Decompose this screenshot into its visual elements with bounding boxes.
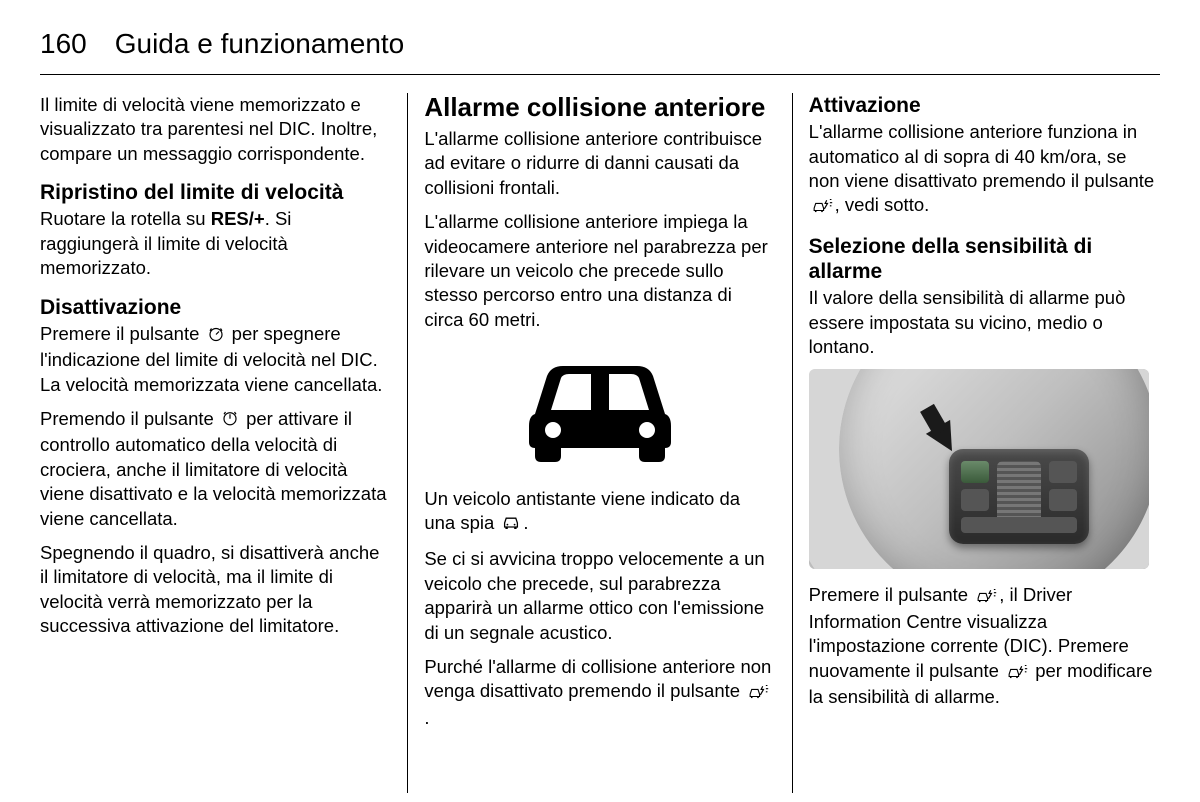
text: Ruotare la rotella su <box>40 208 211 229</box>
text: Premere il pulsante <box>809 584 974 605</box>
paragraph: L'allarme collisione anteriore impiega l… <box>424 210 775 332</box>
speed-limiter-icon <box>207 324 225 348</box>
collision-alert-button-icon <box>1006 661 1028 685</box>
collision-alert-button-icon <box>975 585 997 609</box>
content-columns: Il limite di velocità viene memorizzato … <box>40 93 1160 793</box>
paragraph: Un veicolo antistante viene indicato da … <box>424 487 775 538</box>
text: Premendo il pulsante <box>40 408 219 429</box>
column-3: Attivazione L'allarme collisione anterio… <box>793 93 1160 793</box>
paragraph: Il valore della sensibilità di allarme p… <box>809 286 1160 359</box>
column-2: Allarme collisione anteriore L'allarme c… <box>408 93 791 793</box>
text: Premere il pulsante <box>40 323 205 344</box>
car-silhouette-icon <box>515 344 685 464</box>
paragraph: Il limite di velocità viene memorizzato … <box>40 93 391 166</box>
text: . <box>523 512 528 533</box>
text-bold: RES/+ <box>211 208 265 229</box>
heading-selezione-sensibilita: Selezione della sensibilità di allarme <box>809 234 1160 284</box>
paragraph: Premere il pulsante per spegnere l'indic… <box>40 322 391 397</box>
paragraph: Premendo il pulsante per attivare il con… <box>40 407 391 531</box>
paragraph: L'allarme collisione anteriore contribui… <box>424 127 775 200</box>
text: Un veicolo antistante viene indicato da … <box>424 488 740 533</box>
text: . <box>424 707 429 728</box>
text: , vedi sotto. <box>835 194 930 215</box>
page-header: 160 Guida e funzionamento <box>40 28 1160 75</box>
steering-wheel-photo <box>809 369 1149 569</box>
heading-ripristino: Ripristino del limite di velocità <box>40 180 391 205</box>
cruise-control-icon <box>221 409 239 433</box>
vehicle-ahead-icon <box>501 513 521 537</box>
heading-disattivazione: Disattivazione <box>40 295 391 320</box>
collision-alert-button-icon <box>747 681 769 705</box>
paragraph: Se ci si avvicina troppo velocemente a u… <box>424 547 775 645</box>
heading-allarme-collisione: Allarme collisione anteriore <box>424 93 775 123</box>
paragraph: Premere il pulsante , il Driver Informat… <box>809 583 1160 709</box>
paragraph: Spegnendo il quadro, si disattiverà anch… <box>40 541 391 639</box>
paragraph: L'allarme collisione anteriore funziona … <box>809 120 1160 220</box>
collision-alert-button-icon <box>811 195 833 219</box>
page-title: Guida e funzionamento <box>115 28 405 60</box>
text: L'allarme collisione anteriore funziona … <box>809 121 1155 191</box>
car-silhouette-figure <box>424 344 775 470</box>
page-number: 160 <box>40 28 87 60</box>
paragraph: Ruotare la rotella su RES/+. Si raggiung… <box>40 207 391 280</box>
paragraph: Purché l'allarme di collisione anteriore… <box>424 655 775 730</box>
heading-attivazione: Attivazione <box>809 93 1160 118</box>
text: Purché l'allarme di collisione anteriore… <box>424 656 771 701</box>
column-1: Il limite di velocità viene memorizzato … <box>40 93 407 793</box>
